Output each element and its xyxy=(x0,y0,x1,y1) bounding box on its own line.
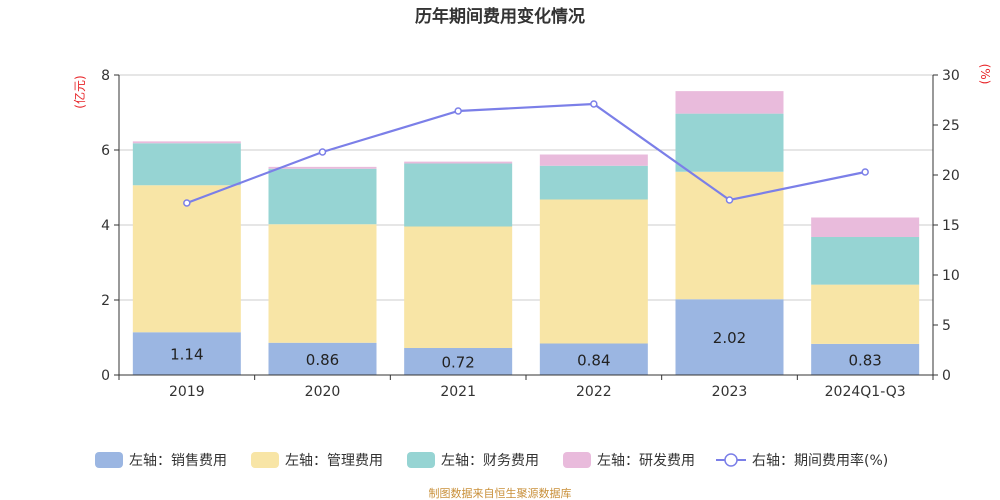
bar-segment-1 xyxy=(404,226,513,348)
rate-line-point xyxy=(454,107,462,115)
bar-segment-2 xyxy=(132,143,241,186)
right-tick-label: 15 xyxy=(942,218,960,234)
bar-segment-0 xyxy=(132,332,241,375)
legend-label-2: 左轴：财务费用 xyxy=(441,453,539,469)
right-tick-label: 20 xyxy=(942,168,960,184)
x-tick-label: 2022 xyxy=(576,384,612,400)
rate-line xyxy=(183,100,869,207)
legend: 左轴：销售费用 左轴：管理费用 左轴：财务费用 左轴：研发费用 右轴：期间费用率(%) xyxy=(95,452,888,469)
rate-line-point xyxy=(590,100,598,108)
bar-value-label: 0.72 xyxy=(441,354,474,372)
legend-swatch-2 xyxy=(407,452,435,468)
bar-value-label: 0.86 xyxy=(306,351,339,369)
bar-segment-2 xyxy=(811,237,920,285)
rate-line-point xyxy=(318,148,327,156)
right-tick-label: 0 xyxy=(942,368,951,384)
bar-labels: 1.14 0.86 0.72 0.84 2.02 0.83 xyxy=(170,329,882,371)
right-tick-label: 10 xyxy=(942,268,960,284)
bar-segment-3 xyxy=(268,166,377,169)
right-tick-label: 5 xyxy=(942,318,951,334)
bar-segment-1 xyxy=(268,224,377,343)
legend-label-4: 右轴：期间费用率(%) xyxy=(752,452,888,469)
left-tick-label: 2 xyxy=(101,293,110,309)
bar-segment-2 xyxy=(268,168,377,225)
legend-swatch-1 xyxy=(251,452,279,468)
x-tick-label: 2020 xyxy=(305,384,341,400)
bar-segment-1 xyxy=(539,199,648,344)
bar-segment-0 xyxy=(268,342,377,375)
bar-segment-0 xyxy=(811,343,920,375)
x-tick-label: 2021 xyxy=(440,384,476,400)
right-tick-label: 30 xyxy=(942,68,960,84)
bar-value-label: 2.02 xyxy=(713,329,746,347)
left-tick-label: 0 xyxy=(101,368,110,384)
rate-line-point xyxy=(725,196,734,204)
bar-segment-2 xyxy=(675,113,784,172)
bar-segment-2 xyxy=(404,163,513,227)
bar-segment-2 xyxy=(539,165,648,200)
bar-segment-3 xyxy=(404,161,513,164)
bar-segment-1 xyxy=(811,284,920,344)
bar-segment-0 xyxy=(539,343,648,375)
bar-segment-3 xyxy=(675,91,784,114)
bar-segment-3 xyxy=(811,217,920,237)
gridlines xyxy=(119,74,933,301)
right-tick-label: 25 xyxy=(942,118,960,134)
bar-value-label: 0.84 xyxy=(577,351,610,369)
legend-label-0: 左轴：销售费用 xyxy=(129,453,227,469)
left-tick-label: 4 xyxy=(101,218,110,234)
bar-segment-0 xyxy=(404,348,513,375)
bar-segment-0 xyxy=(675,299,784,375)
x-tick-label: 2019 xyxy=(169,384,205,400)
bar-segment-1 xyxy=(132,185,241,333)
legend-swatch-3 xyxy=(563,452,591,468)
left-tick-label: 8 xyxy=(101,68,110,84)
rate-line-path xyxy=(186,102,866,205)
bar-segment-3 xyxy=(539,154,648,166)
chart-title: 历年期间费用变化情况 xyxy=(415,6,585,27)
x-tick-label: 2023 xyxy=(712,384,748,400)
bar-value-label: 1.14 xyxy=(170,346,203,364)
legend-swatch-marker xyxy=(724,453,738,467)
bar-value-label: 0.83 xyxy=(848,351,881,369)
left-tick-label: 6 xyxy=(101,143,110,159)
rate-line-point xyxy=(861,168,869,176)
legend-swatch-0 xyxy=(95,452,123,468)
left-axis-unit: (亿元) xyxy=(72,75,87,108)
right-axis-unit: (%) xyxy=(978,64,992,85)
source-footer: 制图数据来自恒生聚源数据库 xyxy=(429,486,572,500)
axes: 0 2 4 6 8 0 5 10 15 20 25 30 2019 2020 2021 2022 2023 202… xyxy=(101,68,960,400)
bar-segment-1 xyxy=(675,171,784,300)
x-tick-label: 2024Q1-Q3 xyxy=(825,384,906,400)
bar-segment-3 xyxy=(132,141,241,144)
legend-label-3: 左轴：研发费用 xyxy=(597,453,695,469)
rate-line-point xyxy=(183,199,191,207)
bars xyxy=(132,91,920,375)
legend-label-1: 左轴：管理费用 xyxy=(285,453,383,469)
